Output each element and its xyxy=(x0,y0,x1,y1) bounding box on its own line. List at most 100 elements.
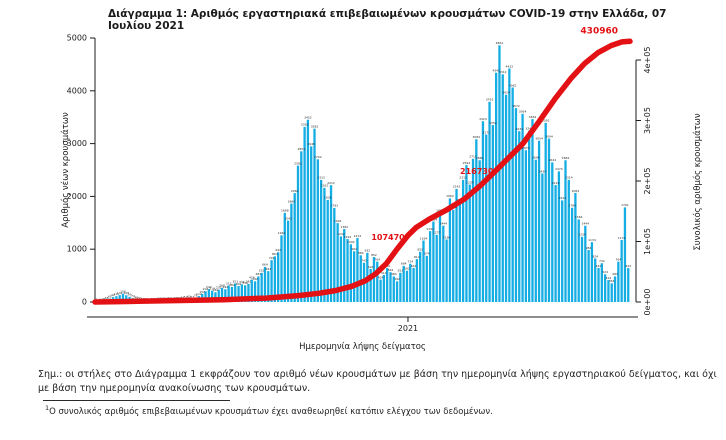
daily-cases-bar xyxy=(468,184,471,302)
bar-value-label: 414 xyxy=(606,276,612,280)
daily-cases-bar xyxy=(617,261,620,302)
bar-value-label: 3924 xyxy=(502,91,510,95)
bar-value-label: 1192 xyxy=(344,235,352,239)
bar-value-label: 2694 xyxy=(532,156,540,160)
bar-value-label: 512 xyxy=(381,271,387,275)
chart-area: 2 6 18 38 65 92 110 131 156 128 99 74 48 30 18 11 9 13 17 2… xyxy=(58,24,726,362)
bar-value-label: 2948 xyxy=(307,142,315,146)
daily-cases-bar xyxy=(277,252,280,302)
daily-cases-bar xyxy=(521,113,524,302)
daily-cases-bar xyxy=(412,268,415,302)
daily-cases-bar xyxy=(376,261,379,302)
bar-value-label: 99 xyxy=(128,293,132,297)
daily-cases-bar xyxy=(244,285,247,302)
bar-value-label: 392 xyxy=(252,277,258,281)
bar-value-label: 152 xyxy=(199,290,205,294)
bar-value-label: 1134 xyxy=(588,238,596,242)
final-total-label: 430960 xyxy=(580,26,618,36)
daily-cases-bar xyxy=(455,188,458,302)
daily-cases-bar xyxy=(220,287,224,302)
bar-value-label: 52 xyxy=(184,295,188,299)
daily-cases-bar xyxy=(428,231,432,302)
daily-cases-bar xyxy=(518,131,521,302)
bar-value-label: 1184 xyxy=(443,235,451,239)
footnote-marker: 1 xyxy=(45,403,50,412)
bar-value-label: 2062 xyxy=(291,189,299,193)
left-tick-label: 1000 xyxy=(67,245,87,254)
daily-cases-bar xyxy=(465,165,468,302)
daily-cases-bar xyxy=(528,130,531,302)
bar-value-label: 131 xyxy=(117,291,123,295)
daily-cases-bar xyxy=(458,202,461,302)
daily-cases-bar xyxy=(554,185,557,302)
bar-value-label: 742 xyxy=(361,259,367,263)
daily-cases-bar xyxy=(240,284,244,302)
daily-cases-bar xyxy=(603,274,607,302)
bar-value-label: 3094 xyxy=(545,134,553,138)
daily-cases-bar xyxy=(359,255,362,302)
daily-cases-bar xyxy=(204,291,207,302)
bar-value-label: 3424 xyxy=(479,117,487,121)
daily-cases-bar xyxy=(310,146,313,302)
daily-cases-bar xyxy=(227,285,230,302)
bar-value-label: 2314 xyxy=(565,176,573,180)
bar-value-label: 214 xyxy=(209,287,215,291)
left-tick-label: 5000 xyxy=(67,34,87,43)
daily-cases-bar xyxy=(118,295,121,302)
bar-value-label: 78 xyxy=(194,294,198,298)
daily-cases-bar xyxy=(570,207,574,302)
daily-cases-bar xyxy=(491,125,494,302)
bar-value-label: 1212 xyxy=(354,234,362,238)
bar-value-label: 1688 xyxy=(281,209,289,213)
bar-value-label: 424 xyxy=(378,275,384,279)
daily-cases-bar xyxy=(567,179,570,302)
bar-value-label: 484 xyxy=(391,272,397,276)
daily-cases-bar xyxy=(590,242,594,302)
note-line-2: με βάση την ημερομηνία ανακοίνωσης των κ… xyxy=(38,382,311,394)
bar-value-label: 2684 xyxy=(476,156,484,160)
bar-value-label: 3082 xyxy=(473,135,481,139)
right-tick-label: 3e+05 xyxy=(643,107,652,134)
daily-cases-bar xyxy=(386,268,389,302)
daily-cases-bar xyxy=(336,223,339,302)
daily-cases-bar xyxy=(257,276,260,302)
bar-value-label: 852 xyxy=(371,253,377,257)
daily-cases-bar xyxy=(551,162,554,302)
bar-value-label: 764 xyxy=(374,257,380,261)
daily-cases-bar xyxy=(316,159,319,302)
bar-value-label: 1784 xyxy=(568,204,576,208)
daily-cases-bar xyxy=(485,134,488,302)
bar-value-label: 932 xyxy=(364,249,370,253)
bar-value-label: 644 xyxy=(596,264,602,268)
bar-value-label: 624 xyxy=(368,265,374,269)
bar-value-label: 1962 xyxy=(446,194,454,198)
bar-value-label: 65 xyxy=(108,294,112,298)
bar-value-label: 2312 xyxy=(459,176,467,180)
bar-value-label: 1382 xyxy=(340,225,348,229)
daily-cases-bar xyxy=(392,276,395,302)
bar-value-label: 354 xyxy=(609,279,615,283)
bar-value-label: 792 xyxy=(269,256,275,260)
daily-cases-bar xyxy=(267,271,270,302)
left-tick-label: 2000 xyxy=(67,192,87,201)
milestone-labels: 107470 216730 xyxy=(371,167,494,242)
daily-cases-bar xyxy=(584,225,587,302)
bar-value-label: 30 xyxy=(138,296,142,300)
bar-value-label: 2064 xyxy=(572,189,580,193)
daily-cases-bar xyxy=(326,199,329,302)
bar-value-label: 724 xyxy=(407,260,413,264)
daily-cases-bar xyxy=(419,251,422,302)
daily-cases-bar xyxy=(283,212,286,302)
bar-value-label: 2712 xyxy=(469,155,477,159)
daily-cases-bar xyxy=(260,272,263,302)
bar-value-label: 1234 xyxy=(578,233,586,237)
bar-value-label: 884 xyxy=(358,251,364,255)
bar-value-label: 204 xyxy=(203,287,209,291)
bar-value-label: 1782 xyxy=(331,204,339,208)
bar-value-label: 1262 xyxy=(278,231,286,235)
bar-value-label: 1791 xyxy=(621,203,629,207)
bar-value-label: 302 xyxy=(236,282,242,286)
daily-cases-bar xyxy=(273,256,277,302)
daily-cases-bar xyxy=(471,158,475,302)
